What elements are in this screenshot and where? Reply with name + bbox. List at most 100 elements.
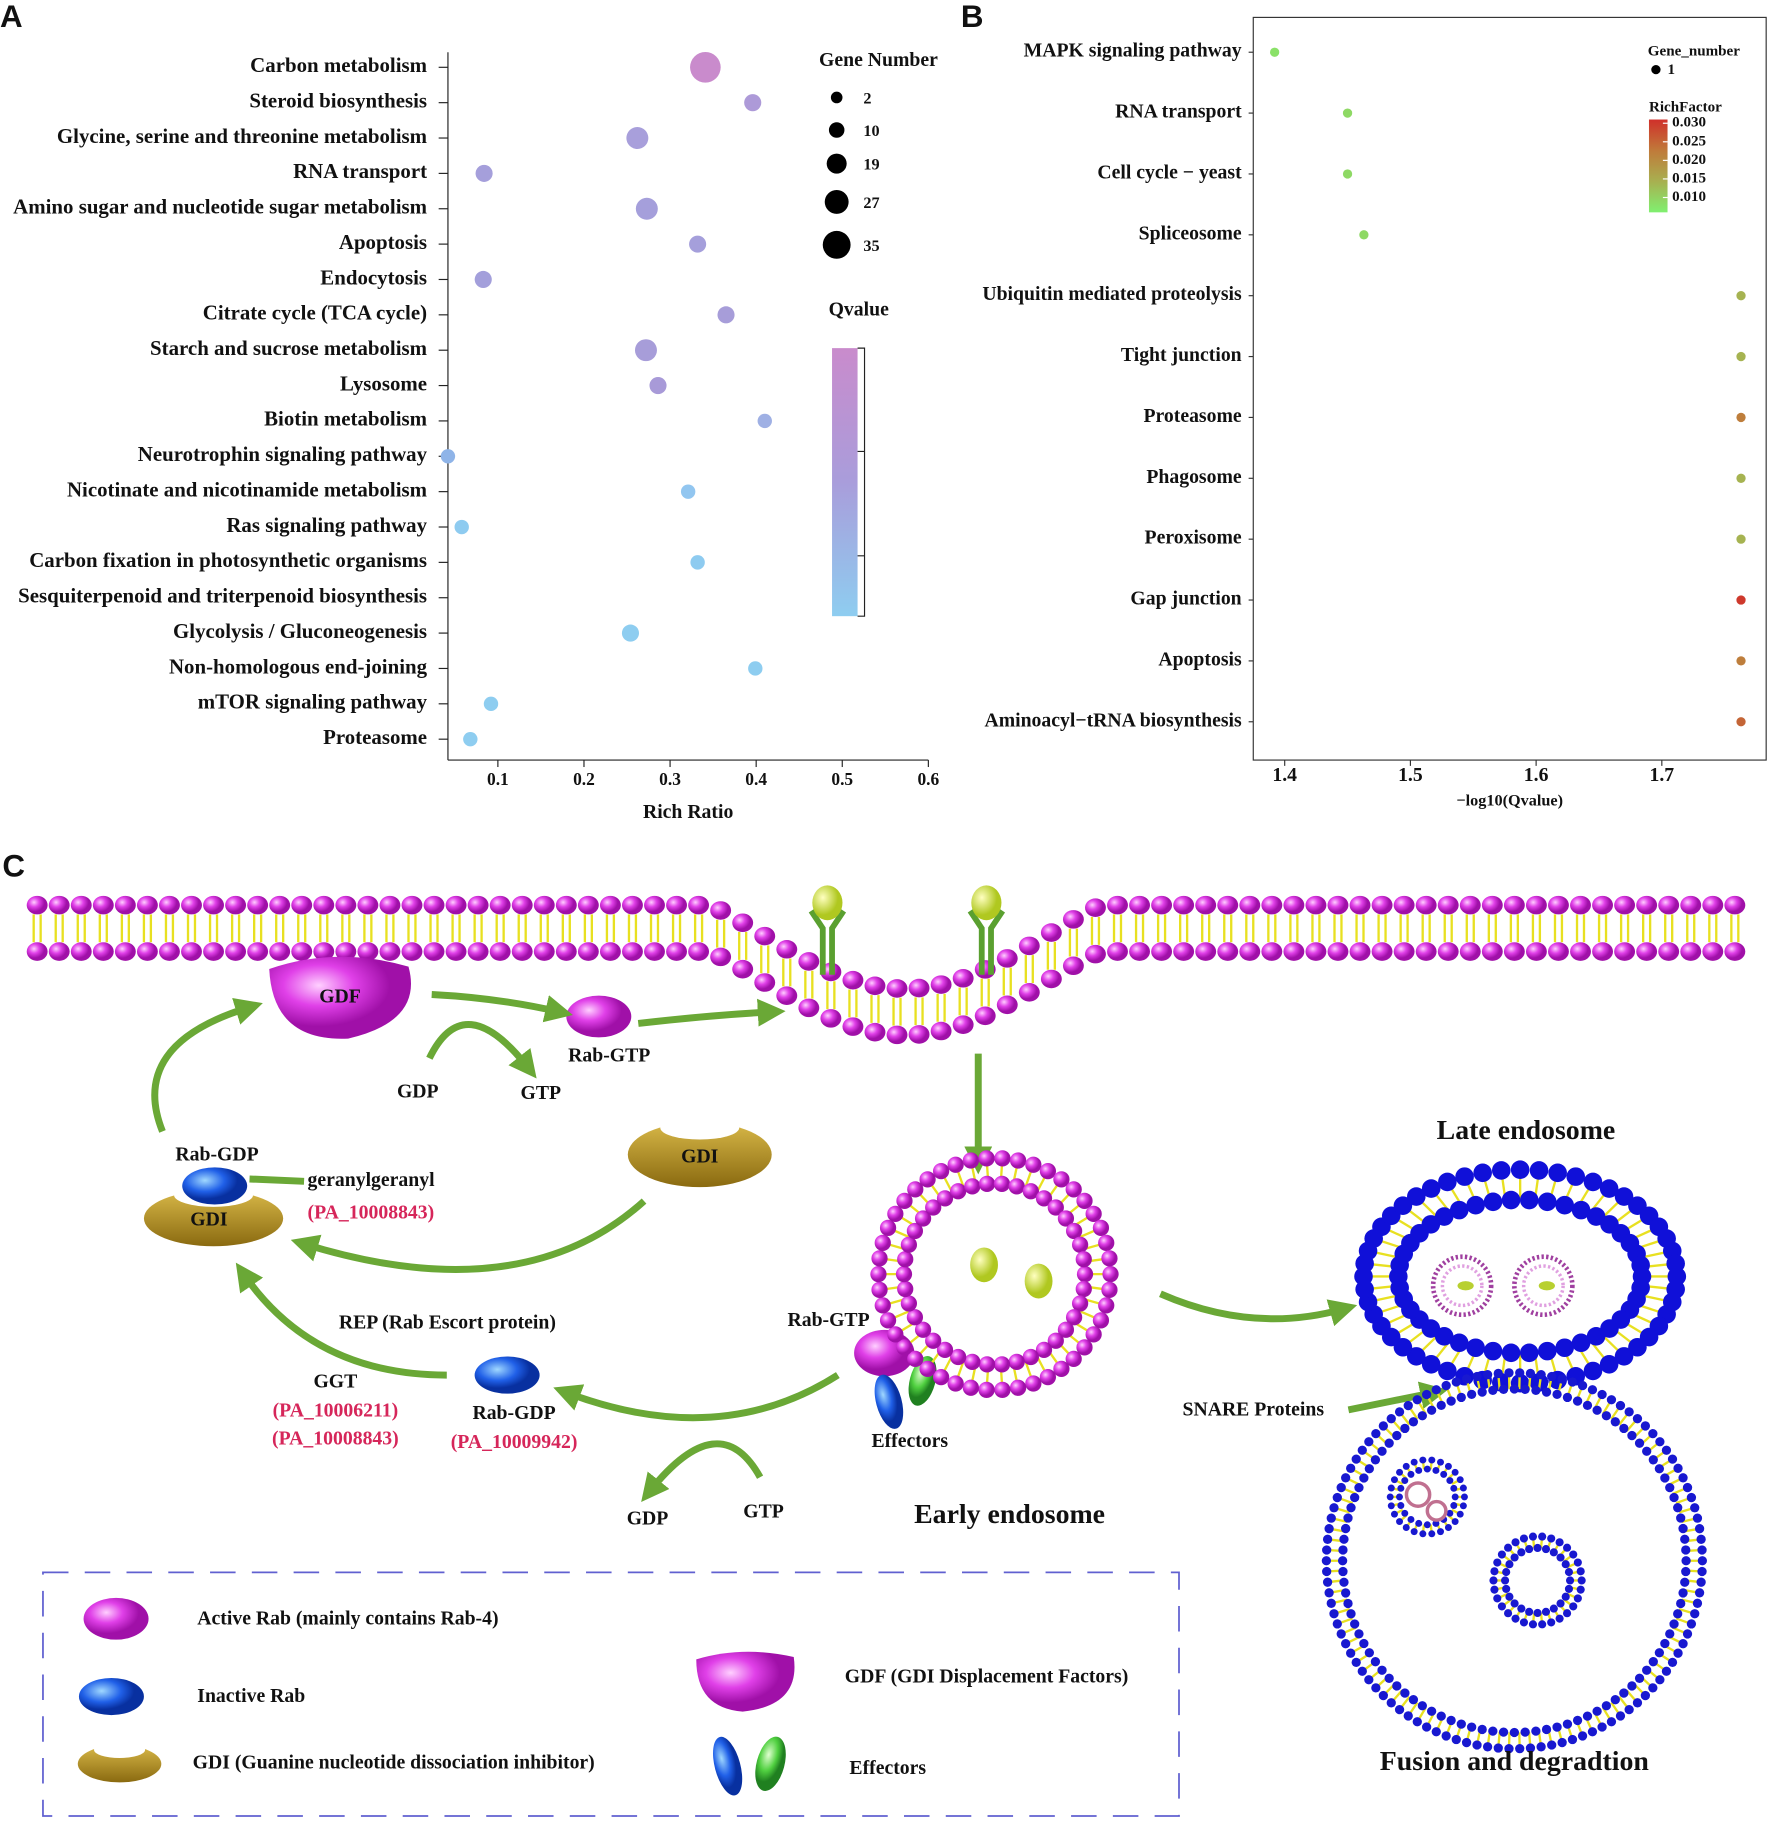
lipid-head <box>1428 1456 1436 1464</box>
color-legend-title: Qvalue <box>829 299 890 321</box>
label: GDF <box>319 985 361 1007</box>
lipid-head <box>1493 1558 1502 1567</box>
organelles <box>870 1150 1707 1754</box>
label: (PA_10009942) <box>451 1431 578 1453</box>
lipid-head <box>1498 1384 1509 1394</box>
lipid-head <box>1472 1371 1482 1382</box>
lipid-head <box>423 942 445 961</box>
lipid-head <box>1283 895 1305 915</box>
lipid-head <box>1520 1384 1530 1394</box>
lipid-head <box>1426 1706 1437 1716</box>
lipid-head <box>1008 1178 1025 1195</box>
lipid-head <box>1682 1482 1693 1493</box>
lipid-head <box>1592 1405 1602 1415</box>
lipid-tail <box>1509 914 1520 943</box>
lipid-head <box>1035 1341 1053 1359</box>
lipid-head <box>1634 1438 1645 1448</box>
lipid-head <box>919 1360 936 1378</box>
lipid-head <box>1502 1568 1511 1577</box>
diagram-shapes <box>42 956 1448 1817</box>
y-tick-label: Gap junction <box>1130 588 1241 610</box>
lipid-head <box>1364 1675 1374 1685</box>
lipid-head <box>1525 1607 1534 1616</box>
lipid-head <box>1557 1374 1567 1384</box>
lipid-head <box>1336 1629 1346 1639</box>
lipid-head <box>1563 1543 1572 1552</box>
lipid-head <box>313 942 335 961</box>
lipid-head <box>930 975 952 994</box>
lipid-head <box>1444 1524 1452 1531</box>
lipid-head <box>1632 1414 1643 1424</box>
colorbar <box>832 348 858 617</box>
lipid-head <box>1511 1538 1520 1547</box>
lipid-head <box>1371 942 1393 961</box>
label: (PA_10008843) <box>272 1428 399 1450</box>
lipid-head <box>1461 1737 1472 1748</box>
size-legend-dot <box>828 122 845 138</box>
lipid-head <box>1548 1163 1567 1183</box>
lipid-head <box>1421 1722 1432 1732</box>
size-legend-label: 27 <box>863 194 879 212</box>
bubble <box>626 127 649 150</box>
lipid-head <box>1678 1639 1688 1649</box>
lipid-head <box>996 949 1018 968</box>
label: Rab-GDP <box>472 1402 555 1424</box>
lipid-head <box>1351 1657 1361 1668</box>
lipid-head <box>1614 942 1636 961</box>
dot <box>1736 656 1746 666</box>
size-legend-title: Gene_number <box>1648 44 1740 60</box>
lipid-head <box>925 1332 942 1349</box>
bubble <box>744 94 762 112</box>
lipid-head <box>1599 1355 1619 1374</box>
lipid-head <box>1336 1482 1346 1493</box>
lipid-head <box>1101 1281 1118 1299</box>
lipid-head <box>1564 1584 1574 1593</box>
lipid-tail <box>1487 914 1497 943</box>
label: GTP <box>743 1501 784 1523</box>
lipid-head <box>1504 1609 1513 1618</box>
lipid-head <box>1101 1250 1118 1267</box>
lipid-head <box>1392 1681 1402 1691</box>
lipid-head <box>114 895 136 915</box>
lipid-tail <box>1024 955 1034 984</box>
lipid-head <box>1541 1387 1552 1397</box>
lipid-head <box>1552 1722 1562 1732</box>
lipid-head <box>996 995 1018 1015</box>
lipid-head <box>1459 1502 1467 1510</box>
lipid-head <box>1697 1556 1707 1566</box>
lipid-head <box>1673 1609 1683 1619</box>
lipid-head <box>1533 1608 1542 1618</box>
lipid-head <box>1556 1599 1565 1608</box>
lipid-head <box>1519 1343 1539 1363</box>
lipid-head <box>1690 1609 1700 1619</box>
lipid-head <box>1092 1312 1110 1329</box>
membrane <box>26 885 1746 1045</box>
size-legend-label: 19 <box>863 156 879 174</box>
lipid-head <box>1009 1379 1027 1396</box>
lipid-head <box>1415 1466 1423 1474</box>
lipid-tail <box>1068 928 1079 957</box>
legend-label: GDF (GDI Displacement Factors) <box>845 1665 1129 1687</box>
lipid-head <box>1441 1731 1451 1741</box>
lipid-head <box>1597 1722 1607 1732</box>
vesicle <box>1521 1264 1565 1308</box>
ligand <box>971 885 1002 921</box>
lipid-head <box>1573 1594 1582 1603</box>
lipid-head <box>1402 1524 1410 1531</box>
lipid-head <box>1217 895 1239 915</box>
lipid-head <box>871 1281 888 1299</box>
lipid-head <box>1592 942 1613 961</box>
x-tick-label: 1.5 <box>1398 764 1423 786</box>
lipid-head <box>1384 1673 1394 1683</box>
lipid-head <box>1107 895 1128 915</box>
lipid-head <box>1555 1195 1574 1215</box>
lipid-head <box>1426 1405 1437 1415</box>
lipid-head <box>1515 1368 1525 1378</box>
lipid-head <box>1410 1528 1418 1536</box>
lipid-head <box>1510 1160 1530 1179</box>
lipid-head <box>1322 1534 1333 1544</box>
lipid-head <box>1562 1719 1573 1729</box>
lipid-tail <box>32 914 42 943</box>
lipid-head <box>1571 1333 1591 1353</box>
lipid-head <box>1009 1152 1027 1169</box>
